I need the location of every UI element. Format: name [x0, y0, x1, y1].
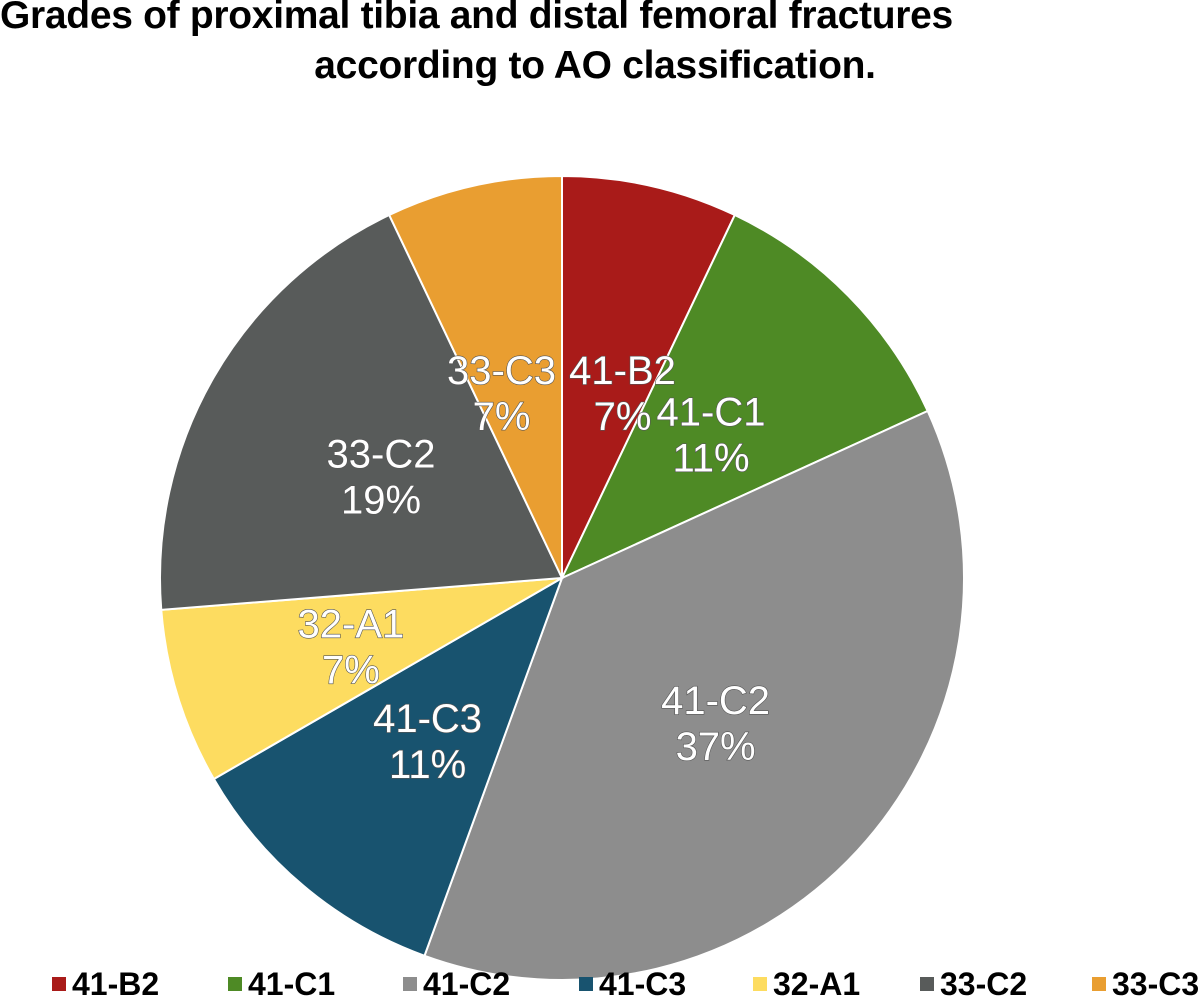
data-label-percent-41-c1: 11%	[672, 436, 749, 480]
data-label-category-41-c1: 41-C1	[657, 390, 766, 434]
legend-swatch	[920, 977, 934, 991]
chart-title: Grades of proximal tibia and distal femo…	[0, 0, 1200, 100]
data-label-percent-33-c3: 7%	[473, 395, 531, 439]
legend-item-41-c1: 41-C1	[228, 965, 335, 1003]
legend-item-41-c3: 41-C3	[579, 965, 686, 1003]
legend-label: 41-B2	[72, 966, 160, 1002]
data-label-percent-32-a1: 7%	[322, 649, 380, 693]
legend-swatch	[1092, 977, 1106, 991]
legend-item-32-a1: 32-A1	[753, 965, 860, 1003]
legend-swatch	[52, 977, 66, 991]
data-label-category-33-c3: 33-C3	[447, 349, 556, 393]
pie-slice-32-a1	[160, 577, 563, 781]
legend-label: 41-C3	[599, 966, 687, 1002]
pie-slice-33-c2	[158, 213, 564, 611]
pie-slice-41-b2	[561, 174, 737, 579]
legend-label: 33-C2	[940, 966, 1028, 1002]
legend-label: 41-C1	[248, 966, 336, 1002]
data-label-category-41-c3: 41-C3	[373, 697, 482, 741]
legend-swatch	[753, 977, 767, 991]
legend-swatch	[579, 977, 593, 991]
legend-item-41-c2: 41-C2	[403, 965, 510, 1003]
pie-slice-33-c3	[387, 174, 563, 579]
data-label-category-33-c2: 33-C2	[327, 433, 436, 477]
legend-swatch	[403, 977, 417, 991]
chart-legend: 41-B2 41-C1 41-C2 41-C3 32-A1 33-C2 33-C3	[0, 965, 1200, 1003]
legend-label: 32-A1	[773, 966, 861, 1002]
legend-item-41-b2: 41-B2	[52, 965, 159, 1003]
legend-item-33-c2: 33-C2	[920, 965, 1027, 1003]
pie-slice-41-c2	[423, 409, 965, 981]
data-label-category-41-c2: 41-C2	[661, 679, 770, 723]
data-label-percent-41-b2: 7%	[594, 395, 652, 439]
pie-slice-41-c1	[559, 213, 929, 581]
chart-title-line-2: according to AO classification.	[314, 44, 876, 87]
legend-item-33-c3: 33-C3	[1092, 965, 1199, 1003]
pie-slices	[158, 174, 965, 981]
pie-slice-41-c3	[212, 575, 564, 958]
legend-label: 33-C3	[1112, 966, 1200, 1002]
data-label-category-32-a1: 32-A1	[298, 603, 405, 647]
chart-title-line-1: Grades of proximal tibia and distal femo…	[0, 0, 953, 37]
data-label-percent-33-c2: 19%	[341, 479, 421, 523]
data-label-percent-41-c2: 37%	[676, 725, 756, 769]
pie-data-labels: 41-B27% 41-C111%41-C237%41-C311%32-A17%33…	[297, 348, 771, 787]
legend-label: 41-C2	[423, 966, 511, 1002]
data-label-percent-41-c3: 11%	[389, 743, 466, 787]
legend-swatch	[228, 977, 242, 991]
data-label-category-41-b2: 41-B2	[569, 349, 676, 393]
